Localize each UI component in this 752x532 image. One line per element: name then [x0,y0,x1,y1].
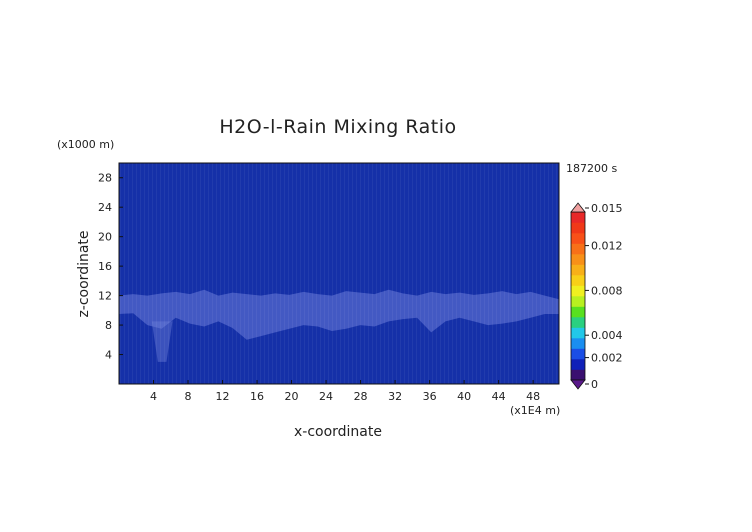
y-axis: 4 8 12 16 20 24 28 [98,172,123,362]
colorbar: 0 0.002 0.004 0.008 0.012 0.015 [570,202,623,391]
grid-texture [119,163,559,384]
y-tick-label-5: 24 [98,201,112,214]
colorbar-segment-12 [571,243,585,255]
y-tick-label-1: 8 [105,319,112,332]
colorbar-segment-7 [571,296,585,307]
colorbar-tick-label-4: 0.012 [591,240,623,253]
x-tick-label-8: 36 [423,390,437,403]
colorbar-segment-13 [571,233,585,244]
colorbar-segment-8 [571,285,585,297]
y-axis-label: z-coordinate [76,230,92,317]
colorbar-segment-11 [571,254,585,265]
y-unit-label: (x1000 m) [57,138,114,151]
colorbar-segment-14 [571,222,585,234]
y-tick-label-6: 28 [98,172,112,185]
x-tick-label-5: 24 [319,390,333,403]
colorbar-tick-label-2: 0.004 [591,329,623,342]
time-label: 187200 s [566,162,617,175]
colorbar-segment-9 [571,275,585,286]
x-axis-label: x-coordinate [294,424,382,440]
x-tick-label-3: 16 [250,390,264,403]
y-tick-label-3: 16 [98,260,112,273]
colorbar-min-arrow [570,379,586,390]
x-tick-label-6: 28 [354,390,368,403]
colorbar-tick-label-3: 0.008 [591,284,623,297]
x-tick-label-2: 12 [216,390,230,403]
colorbar-segment-6 [571,306,585,318]
y-tick-label-4: 20 [98,231,112,244]
colorbar-segment-15 [571,212,585,223]
colorbar-segment-5 [571,317,585,328]
colorbar-segment-2 [571,348,585,360]
colorbar-segment-0 [571,369,585,381]
plot-frame [118,162,560,385]
colorbar-tick-label-5: 0.015 [591,202,623,215]
x-unit-label: (x1E4 m) [510,404,560,417]
chart-title: H2O-l-Rain Mixing Ratio [219,116,456,138]
x-tick-label-9: 40 [457,390,471,403]
colorbar-segment-3 [571,338,585,349]
colorbar-segment-10 [571,264,585,276]
plot-area [118,162,560,385]
x-tick-label-10: 44 [492,390,506,403]
x-tick-label-1: 8 [185,390,192,403]
y-tick-label-2: 12 [98,290,112,303]
colorbar-max-arrow [570,202,586,213]
x-axis: 4 8 12 16 20 24 28 32 36 40 44 48 [150,380,540,403]
x-tick-label-11: 48 [526,390,540,403]
x-tick-label-4: 20 [285,390,299,403]
x-tick-label-7: 32 [388,390,402,403]
colorbar-segment-1 [571,359,585,370]
colorbar-segment-4 [571,327,585,339]
colorbar-tick-label-0: 0 [591,378,598,391]
x-tick-label-0: 4 [150,390,157,403]
y-tick-label-0: 4 [105,349,112,362]
colorbar-tick-label-1: 0.002 [591,352,623,365]
